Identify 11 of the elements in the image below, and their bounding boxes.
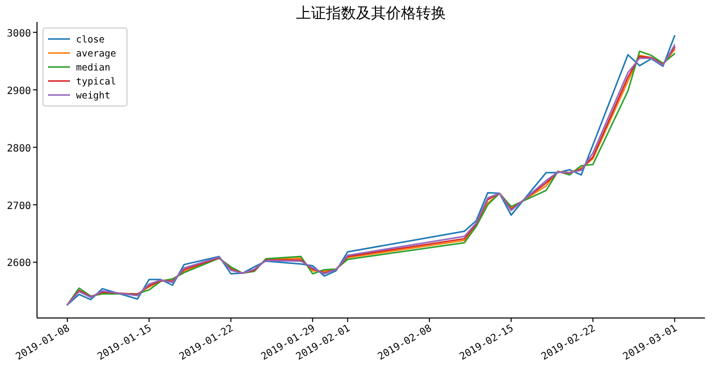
- y-tick-label: 2600: [6, 258, 31, 270]
- legend-label: median: [76, 62, 110, 74]
- y-tick-label: 2700: [6, 200, 31, 212]
- legend-label: close: [76, 34, 105, 46]
- legend-label: weight: [76, 90, 110, 102]
- y-tick-label: 2900: [6, 86, 31, 97]
- legend-label: typical: [76, 76, 116, 88]
- y-tick-label: 3000: [6, 28, 31, 40]
- chart-title: 上证指数及其价格转换: [296, 4, 446, 22]
- legend-label: average: [76, 48, 116, 60]
- y-tick-label: 2800: [6, 143, 31, 154]
